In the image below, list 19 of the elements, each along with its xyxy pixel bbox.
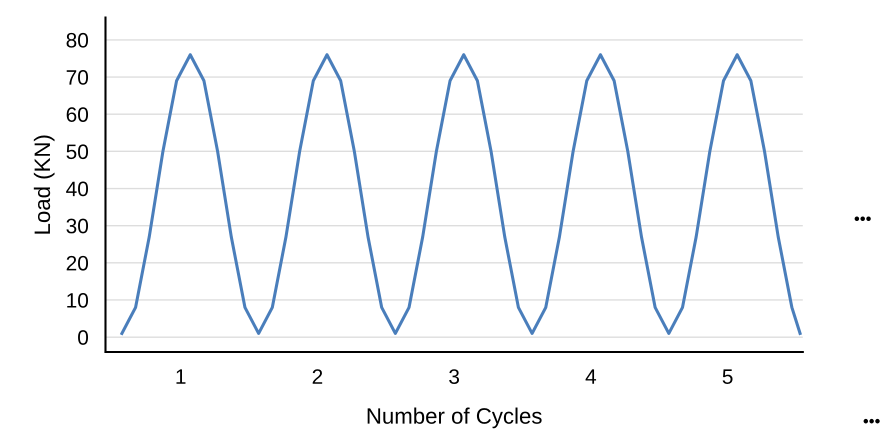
text: ••• [864,418,880,424]
text: ••• [854,216,871,222]
y-tick-label: 0 [78,330,88,345]
y-tick-label: 80 [66,32,88,48]
x-tick-label: 5 [722,369,733,384]
y-tick-label: 70 [66,70,88,85]
y-tick-label: 40 [66,182,88,196]
y-tick-label: 50 [66,144,88,160]
x-tick-label: 2 [312,369,322,384]
y-axis-title: Load (KN) [34,136,55,234]
x-tick-label: 3 [449,369,460,384]
x-tick-label: 4 [586,369,596,384]
y-tick-label: 10 [67,292,88,308]
line-series [120,53,802,335]
y-tick-label: 30 [66,218,88,234]
y-tick-label: 20 [66,256,88,271]
x-tick-label: 1 [176,369,186,384]
x-axis-title: Number of Cycles [368,408,542,428]
y-tick-label: 60 [66,107,88,122]
